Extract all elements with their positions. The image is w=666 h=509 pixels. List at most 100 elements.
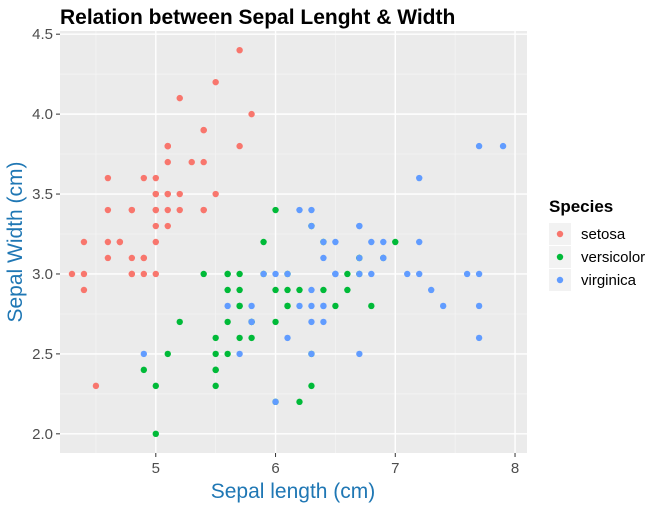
data-point-versicolor [224,350,231,358]
data-point-setosa [116,238,124,246]
data-point-virginica [475,142,483,150]
data-point-versicolor [212,334,219,342]
chart-title: Relation between Sepal Lenght & Width [60,6,455,29]
data-point-setosa [140,270,148,278]
legend-label-virginica: virginica [581,272,637,289]
data-point-virginica [260,270,267,278]
data-point-virginica [308,318,315,326]
data-point-virginica [320,302,327,310]
data-point-virginica [296,302,303,310]
legend-marker-setosa [556,230,564,238]
data-point-virginica [308,222,315,230]
data-point-setosa [104,174,112,182]
data-point-virginica [356,222,363,230]
data-point-setosa [128,206,136,214]
data-point-setosa [248,110,255,118]
data-point-setosa [164,206,171,214]
data-point-versicolor [344,286,351,294]
data-point-versicolor [236,302,243,310]
data-point-versicolor [212,366,219,374]
data-point-setosa [200,158,207,166]
x-tick-label: 5 [152,460,160,477]
data-point-setosa [176,206,183,214]
legend-label-versicolor: versicolor [581,249,645,266]
grid-major [60,31,527,453]
data-point-virginica [272,398,279,406]
y-tick-label: 3.5 [32,186,53,203]
data-point-setosa [152,222,159,230]
data-point-versicolor [272,286,279,294]
data-point-versicolor [212,382,219,390]
data-point-setosa [152,238,159,246]
data-point-setosa [152,190,159,198]
data-point-setosa [80,238,88,246]
data-point-versicolor [236,270,243,278]
data-point-virginica [320,254,327,262]
legend-title: Species [549,197,613,216]
data-point-virginica [140,350,148,358]
y-tick-label: 2.5 [32,346,53,363]
data-point-versicolor [284,302,291,310]
x-axis-title: Sepal length (cm) [211,480,376,503]
y-tick-label: 4.0 [32,106,53,123]
data-point-virginica [284,270,291,278]
data-point-versicolor [200,270,207,278]
data-point-versicolor [164,350,171,358]
data-point-versicolor [392,238,399,246]
y-tick-label: 4.5 [32,26,53,43]
data-point-versicolor [152,430,159,438]
data-point-virginica [284,334,291,342]
data-point-setosa [188,158,195,166]
data-point-setosa [80,270,88,278]
data-point-versicolor [344,270,351,278]
data-point-versicolor [248,334,255,342]
data-point-virginica [380,238,387,246]
data-point-versicolor [212,350,219,358]
data-point-versicolor [332,302,339,310]
data-point-virginica [272,270,279,278]
data-point-virginica [499,142,507,150]
data-point-virginica [332,270,339,278]
data-point-virginica [475,302,483,310]
y-tick-label: 2.0 [32,426,53,443]
data-point-setosa [212,190,219,198]
plot-panel [60,31,527,453]
data-point-setosa [68,270,76,278]
data-point-virginica [356,254,363,262]
data-point-virginica [236,350,243,358]
data-point-virginica [475,334,483,342]
data-point-virginica [308,302,315,310]
data-point-virginica [356,350,363,358]
data-point-setosa [236,142,243,150]
data-point-versicolor [296,398,303,406]
x-tick-label: 7 [391,460,399,477]
data-point-versicolor [272,206,279,214]
x-tick-label: 6 [271,460,279,477]
data-point-virginica [404,270,411,278]
data-point-virginica [308,350,315,358]
y-tick-label: 3.0 [32,266,53,283]
grid-minor [60,31,527,453]
data-point-setosa [164,142,171,150]
data-point-setosa [104,238,112,246]
data-point-setosa [200,206,207,214]
data-point-virginica [439,302,447,310]
data-point-setosa [164,190,171,198]
legend: Species setosa versicolor virginica [549,197,645,291]
data-point-versicolor [224,318,231,326]
data-point-virginica [224,302,231,310]
y-axis-title: Sepal Width (cm) [4,161,27,322]
legend-items: setosa versicolor virginica [549,223,645,291]
data-point-setosa [140,254,148,262]
data-point-setosa [140,174,148,182]
data-point-virginica [380,254,387,262]
data-point-setosa [152,206,159,214]
legend-label-setosa: setosa [581,226,626,243]
data-point-virginica [320,238,327,246]
data-point-virginica [356,270,363,278]
data-point-virginica [416,174,423,182]
data-point-setosa [176,94,183,102]
data-point-versicolor [224,286,231,294]
data-point-setosa [200,126,207,134]
data-point-virginica [416,238,423,246]
